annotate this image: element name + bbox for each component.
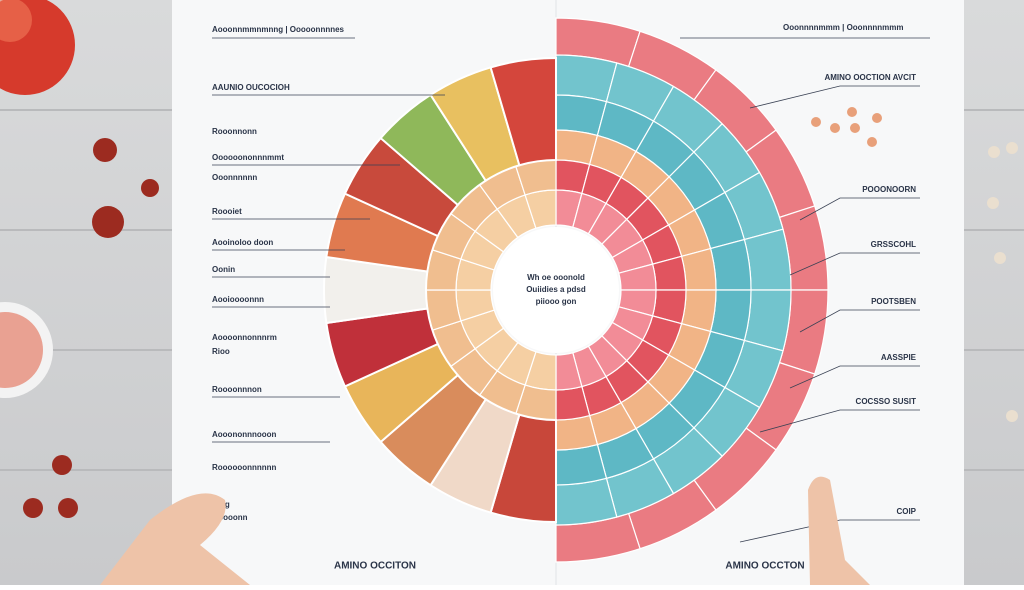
left-label: Roooonnnon bbox=[212, 385, 262, 394]
apple-shine bbox=[0, 0, 32, 42]
leader-line bbox=[799, 197, 920, 221]
right-label: POOONOORN bbox=[862, 185, 916, 194]
left-label: Aooononnnooon bbox=[212, 430, 277, 439]
left-label: Aooioooonnn bbox=[212, 295, 264, 304]
left-label: Rioo bbox=[212, 347, 230, 356]
labels: Aooonnmmnmnng | Ooooonnnnes Ooonnnnmmm | … bbox=[212, 23, 930, 572]
wheel: Wh oe ooonold Ouiidies a pdsd piiooo gon bbox=[322, 17, 829, 563]
left-label: AAUNIO OUCOCIOH bbox=[212, 83, 290, 92]
right-label: COCSSO SUSIT bbox=[856, 397, 917, 406]
header-left: Aooonnmmnmnng | Ooooonnnnes bbox=[212, 25, 345, 34]
right-label: POOTSBEN bbox=[871, 297, 916, 306]
left-label: Oooooononnnmmt bbox=[212, 153, 284, 162]
berries bbox=[23, 138, 159, 518]
right-label: AMINO OOCTION AVCIT bbox=[824, 73, 916, 82]
ring-segment bbox=[709, 238, 752, 291]
seeds bbox=[987, 142, 1018, 422]
footer-right: AMINO OCCTON bbox=[725, 561, 804, 572]
beads bbox=[811, 107, 882, 147]
leader-line bbox=[789, 365, 920, 389]
right-label: GRSSCOHL bbox=[871, 240, 916, 249]
footer-left: AMINO OCCITON bbox=[334, 561, 416, 572]
ring-segment bbox=[555, 443, 608, 486]
left-label: Rooonnonn bbox=[212, 127, 257, 136]
left-label: Roooiet bbox=[212, 207, 242, 216]
leader-line bbox=[759, 409, 920, 433]
right-label: AASSPIE bbox=[881, 353, 917, 362]
hand-right bbox=[808, 476, 870, 585]
leader-line bbox=[789, 252, 920, 276]
center-text: Ouiidies a pdsd bbox=[526, 285, 586, 294]
center bbox=[493, 227, 619, 353]
center-text: piiooo gon bbox=[536, 297, 577, 306]
ring-segment bbox=[555, 414, 599, 451]
leader-line bbox=[739, 519, 920, 543]
left-label: Aoooonnonnnrm bbox=[212, 333, 277, 342]
ring-segment bbox=[680, 247, 717, 291]
left-label: Ooooonn bbox=[212, 513, 248, 522]
leader-line bbox=[749, 85, 920, 109]
left-label: Aooinoloo doon bbox=[212, 238, 273, 247]
left-label: Roooooonnnnnn bbox=[212, 463, 277, 472]
left-label: Ooonnnnnn bbox=[212, 173, 257, 182]
left-label: Oonin bbox=[212, 265, 235, 274]
hand-left bbox=[100, 493, 250, 585]
leader-line bbox=[799, 309, 920, 333]
center-text: Wh oe ooonold bbox=[527, 273, 585, 282]
right-label: COIP bbox=[896, 507, 916, 516]
bowl-content bbox=[0, 312, 43, 388]
header-right: Ooonnnnmmm | Ooonnnnmmm bbox=[783, 23, 903, 32]
food-photo bbox=[489, 56, 557, 167]
